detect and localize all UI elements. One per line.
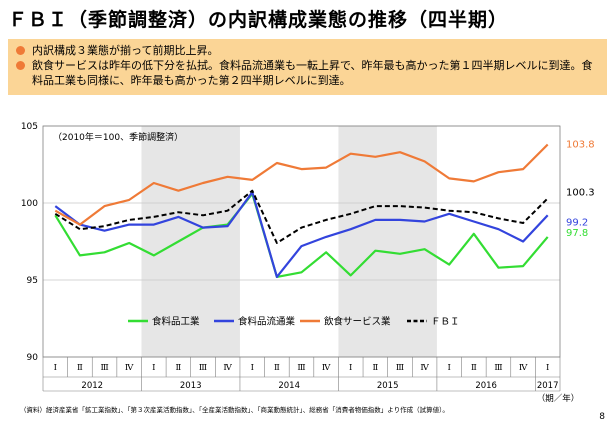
legend-label: 食料品流通業 — [238, 316, 296, 328]
page-title: ＦＢＩ（季節調整済）の内訳構成業態の推移（四半期） — [8, 9, 509, 31]
quarter-tick-label: Ⅲ — [100, 363, 108, 373]
quarter-tick-label: Ⅰ — [349, 363, 352, 373]
quarter-tick-label: Ⅳ — [322, 363, 331, 373]
quarter-tick-label: Ⅳ — [519, 363, 528, 373]
quarter-tick-label: Ⅰ — [251, 363, 254, 373]
quarter-tick-label: Ⅲ — [494, 363, 502, 373]
summary-box: 内訳構成３業態が揃って前期比上昇。 飲食サービスは昨年の低下分を払拭。食料品流通… — [8, 39, 607, 95]
axis-unit-label: （期／年） — [537, 393, 580, 404]
quarter-tick-label: Ⅱ — [274, 363, 280, 373]
year-label: 2014 — [278, 381, 300, 391]
legend-label: 飲食サービス業 — [324, 316, 391, 328]
quarter-tick-label: Ⅰ — [546, 363, 549, 373]
end-value-label: 100.3 — [566, 187, 595, 198]
shaded-year-band — [338, 126, 437, 357]
bullet-icon — [16, 46, 25, 55]
quarter-tick-label: Ⅳ — [223, 363, 232, 373]
summary-text-1: 内訳構成３業態が揃って前期比上昇。 — [32, 44, 219, 57]
quarter-tick-label: Ⅱ — [372, 363, 378, 373]
page-number: 8 — [599, 412, 605, 422]
summary-item: 内訳構成３業態が揃って前期比上昇。 — [16, 43, 601, 58]
quarter-tick-label: Ⅱ — [77, 363, 83, 373]
end-value-label: 103.8 — [566, 139, 595, 150]
year-label: 2015 — [377, 381, 399, 391]
legend-label: ＦＢＩ — [431, 317, 460, 328]
quarter-tick-label: Ⅰ — [152, 363, 155, 373]
summary-text-2: 飲食サービスは昨年の低下分を払拭。食料品流通業も一転上昇で、昨年最も高かった第１… — [32, 59, 593, 87]
summary-item: 飲食サービスは昨年の低下分を払拭。食料品流通業も一転上昇で、昨年最も高かった第１… — [16, 58, 601, 88]
bullet-icon — [16, 61, 25, 70]
year-label: 2012 — [81, 381, 103, 391]
series-line — [54, 192, 549, 278]
series-line — [54, 191, 549, 278]
end-value-label: 99.2 — [566, 217, 588, 228]
legend-label: 食料品工業 — [152, 316, 200, 328]
year-label: 2013 — [180, 381, 202, 391]
y-tick-label: 105 — [21, 122, 38, 132]
quarter-tick-label: Ⅰ — [448, 363, 451, 373]
quarter-tick-label: Ⅳ — [125, 363, 134, 373]
shaded-year-band — [141, 126, 240, 357]
quarter-tick-label: Ⅱ — [471, 363, 477, 373]
quarter-tick-label: Ⅲ — [199, 363, 207, 373]
chart-annotation: （2010年＝100、季節調整済） — [53, 131, 183, 143]
source-note: （資料）経済産業省「鉱工業指数」、「第３次産業活動指数」、「全産業活動指数」、「… — [20, 406, 449, 414]
y-tick-label: 90 — [27, 353, 39, 363]
quarter-tick-label: Ⅱ — [176, 363, 182, 373]
quarter-tick-label: Ⅰ — [54, 363, 57, 373]
series-line — [54, 143, 549, 226]
end-value-label: 97.8 — [566, 228, 588, 239]
y-tick-label: 95 — [27, 276, 38, 286]
quarter-tick-label: Ⅲ — [396, 363, 404, 373]
plot-frame — [42, 125, 561, 358]
quarter-tick-label: Ⅳ — [420, 363, 429, 373]
quarter-tick-label: Ⅲ — [297, 363, 305, 373]
series-line — [54, 189, 549, 244]
year-label: 2016 — [475, 381, 497, 391]
year-label: 2017 — [537, 381, 559, 391]
y-tick-label: 100 — [21, 199, 38, 209]
